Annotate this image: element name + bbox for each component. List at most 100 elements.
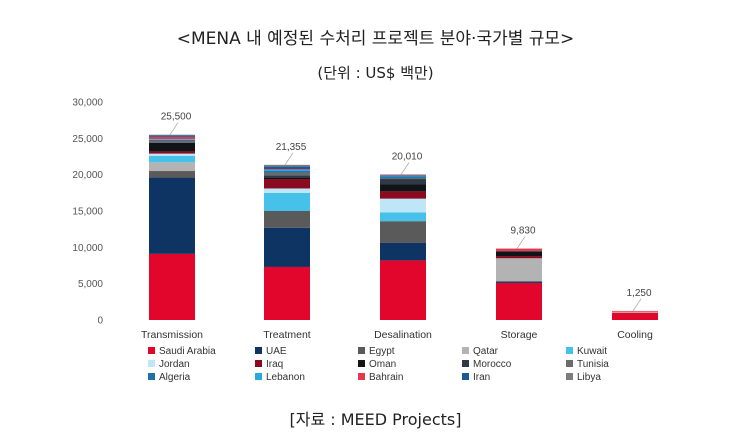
legend-swatch (566, 347, 573, 354)
legend-swatch (255, 347, 262, 354)
legend-label: Morocco (473, 359, 512, 370)
bar-segment (149, 135, 195, 137)
y-tick-label: 10,000 (72, 243, 103, 254)
chart-subtitle: (단위 : US$ 백만) (317, 64, 434, 82)
bar-segment (264, 171, 310, 173)
bar-segment (264, 227, 310, 267)
bar-segment (380, 176, 426, 178)
y-axis: 0 5,000 10,000 15,000 20,000 25,000 30,000 (72, 98, 103, 327)
bar-segment (380, 198, 426, 213)
y-tick-label: 15,000 (72, 207, 103, 218)
bar-segment (380, 175, 426, 177)
y-tick-label: 5,000 (78, 279, 103, 290)
bar-segment (380, 175, 426, 176)
legend-swatch (255, 360, 262, 367)
legend-label: UAE (266, 346, 287, 357)
legend-swatch (148, 347, 155, 354)
category-label: Treatment (263, 329, 311, 341)
leader-line (632, 298, 642, 312)
category-label: Transmission (141, 329, 203, 341)
bar-segment (380, 177, 426, 180)
legend-swatch (148, 373, 155, 380)
bar-segment (264, 192, 310, 211)
data-labels: 25,500 21,355 20,010 9,830 1,250 (161, 112, 652, 312)
legend-label: Algeria (159, 372, 191, 383)
category-label: Storage (501, 329, 538, 341)
chart-title: <MENA 내 예정된 수처리 프로젝트 분야·국가별 규모> (176, 29, 575, 49)
bar-segment (496, 251, 542, 257)
legend-swatch (358, 373, 365, 380)
category-label: Cooling (617, 329, 653, 341)
y-tick-label: 30,000 (72, 98, 103, 109)
total-label: 25,500 (161, 112, 192, 123)
bars (149, 134, 658, 320)
legend-swatch (148, 360, 155, 367)
legend-label: Tunisia (577, 359, 609, 370)
bar-segment (149, 139, 195, 141)
legend-swatch (462, 347, 469, 354)
bar-segment (264, 172, 310, 176)
legend-swatch (462, 360, 469, 367)
bar-segment (264, 211, 310, 228)
bar-segment (612, 310, 658, 312)
legend-swatch (566, 373, 573, 380)
bar-segment (380, 174, 426, 176)
bar-segment (380, 242, 426, 261)
leader-line (516, 236, 526, 249)
bar-segment (380, 260, 426, 320)
bar-segment (149, 253, 195, 320)
bar-segment (496, 281, 542, 283)
legend-swatch (566, 360, 573, 367)
total-label: 20,010 (392, 152, 423, 163)
legend-label: Kuwait (577, 346, 607, 357)
legend-label: Iran (473, 372, 490, 383)
bar-segment (264, 188, 310, 193)
legend-label: Jordan (159, 359, 190, 370)
category-label: Desalination (374, 329, 432, 341)
bar-segment (264, 177, 310, 180)
y-tick-label: 0 (97, 316, 103, 327)
bar-segment (612, 312, 658, 320)
source-note: [자료 : MEED Projects] (289, 410, 462, 429)
leader-line (400, 162, 410, 175)
total-label: 9,830 (510, 226, 535, 237)
bar-segment (149, 139, 195, 140)
bar-segment (264, 179, 310, 189)
bar-segment (380, 221, 426, 243)
legend-label: Lebanon (266, 372, 305, 383)
bar-segment (149, 151, 195, 154)
bar-segment (149, 171, 195, 178)
bar-segment (496, 250, 542, 252)
y-tick-label: 25,000 (72, 134, 103, 145)
bar-segment (149, 140, 195, 143)
bar-segment (496, 258, 542, 282)
bar-segment (380, 184, 426, 192)
legend-swatch (358, 360, 365, 367)
bar-segment (612, 311, 658, 313)
bar-segment (380, 191, 426, 199)
legend: Saudi Arabia UAE Egypt Qatar Kuwait Jordan Ira… (148, 346, 609, 383)
bar-segment (496, 256, 542, 259)
bar-segment (496, 248, 542, 251)
bar-segment (149, 155, 195, 163)
total-label: 1,250 (626, 288, 651, 299)
legend-label: Egypt (369, 346, 395, 357)
bar-segment (149, 142, 195, 152)
bar-segment (380, 179, 426, 185)
bar-segment (149, 134, 195, 136)
bar-segment (264, 166, 310, 170)
leader-line (169, 122, 179, 135)
y-tick-label: 20,000 (72, 170, 103, 181)
legend-label: Bahrain (369, 372, 403, 383)
legend-swatch (255, 373, 262, 380)
bar-segment (264, 266, 310, 320)
bar-segment (380, 212, 426, 222)
legend-swatch (358, 347, 365, 354)
bar-segment (264, 164, 310, 167)
bar-segment (496, 282, 542, 320)
bar-segment (149, 162, 195, 172)
legend-label: Saudi Arabia (159, 346, 216, 357)
leader-line (284, 152, 294, 166)
bar-segment (149, 177, 195, 254)
